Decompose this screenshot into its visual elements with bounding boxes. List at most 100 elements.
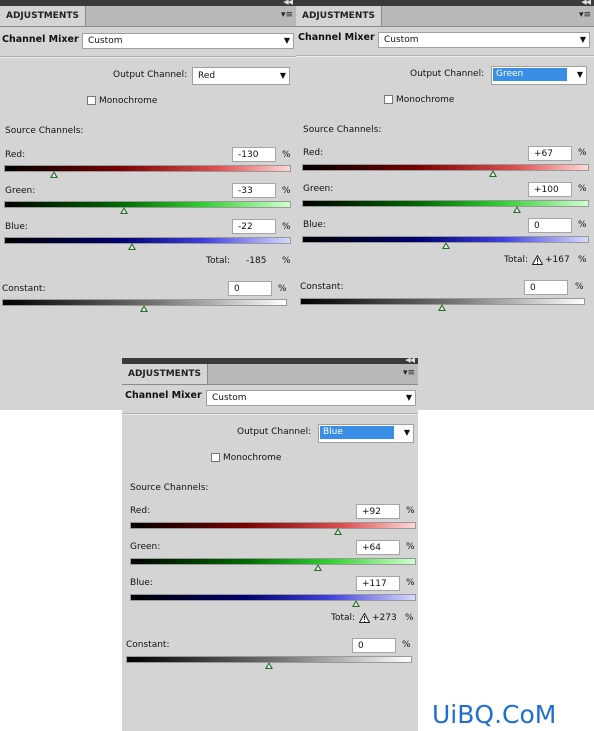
source-channels-label: Source Channels: <box>303 125 382 135</box>
red-value: +92 <box>362 507 381 517</box>
collapse-icon[interactable]: ◀◀ <box>581 0 591 6</box>
tab-adjustments[interactable]: ADJUSTMENTS <box>122 364 208 384</box>
green-value: +100 <box>534 185 559 195</box>
red-value-field[interactable]: +92 <box>356 504 400 519</box>
panel-top-strip: ◀◀ <box>296 0 594 6</box>
output-channel-select[interactable]: Red ▼ <box>192 67 290 85</box>
chevron-down-icon: ▼ <box>283 36 290 45</box>
green-slider-thumb[interactable] <box>314 564 322 571</box>
red-percent: % <box>282 150 291 160</box>
adjustments-panel-blue-output: ◀◀ ADJUSTMENTS ▾≡ Channel Mixer Custom ▼… <box>122 358 418 731</box>
panel-top-strip: ◀◀ <box>122 358 418 364</box>
total-label: Total: <box>331 613 356 623</box>
preset-label: Channel Mixer <box>2 34 79 45</box>
blue-value-field[interactable]: -22 <box>232 219 276 234</box>
green-value-field[interactable]: +100 <box>528 182 572 197</box>
blue-slider-thumb[interactable] <box>128 243 136 250</box>
green-value-field[interactable]: -33 <box>232 183 276 198</box>
constant-value: 0 <box>234 284 240 294</box>
red-percent: % <box>578 148 587 158</box>
constant-value-field[interactable]: 0 <box>524 280 568 295</box>
adjustments-panel-red-output: ◀◀ ADJUSTMENTS ▾≡ Channel Mixer Custom ▼… <box>0 0 296 410</box>
total-label: Total: <box>504 255 529 265</box>
preset-select-value: Custom <box>384 35 419 45</box>
monochrome-checkbox[interactable] <box>87 96 96 105</box>
monochrome-label: Monochrome <box>99 96 158 106</box>
green-slider-track[interactable] <box>130 558 416 565</box>
panel-menu-icon[interactable]: ▾≡ <box>578 10 591 20</box>
red-label: Red: <box>5 150 26 160</box>
preset-select[interactable]: Custom ▼ <box>206 390 416 406</box>
red-value-field[interactable]: -130 <box>232 147 276 162</box>
red-slider-thumb[interactable] <box>334 528 342 535</box>
tab-bar: ADJUSTMENTS ▾≡ <box>0 6 296 27</box>
green-slider-thumb[interactable] <box>120 207 128 214</box>
constant-slider-thumb[interactable] <box>140 305 148 312</box>
blue-value: +117 <box>362 579 387 589</box>
preset-select-value: Custom <box>88 36 123 46</box>
monochrome-checkbox[interactable] <box>211 453 220 462</box>
constant-label: Constant: <box>126 640 170 650</box>
constant-slider-thumb[interactable] <box>438 304 446 311</box>
blue-value-field[interactable]: +117 <box>356 576 400 591</box>
monochrome-checkbox[interactable] <box>384 95 393 104</box>
red-label: Red: <box>130 506 151 516</box>
chevron-down-icon: ▼ <box>279 71 286 80</box>
green-label: Green: <box>303 184 334 194</box>
red-value: -130 <box>238 150 259 160</box>
warning-icon <box>359 613 370 623</box>
blue-label: Blue: <box>303 220 326 230</box>
green-value: +64 <box>362 543 381 553</box>
blue-value: -22 <box>238 222 253 232</box>
preset-select[interactable]: Custom ▼ <box>82 33 294 49</box>
constant-value-field[interactable]: 0 <box>228 281 272 296</box>
red-slider-thumb[interactable] <box>50 171 58 178</box>
blue-value: 0 <box>534 221 540 231</box>
green-value-field[interactable]: +64 <box>356 540 400 555</box>
source-channels-label: Source Channels: <box>130 483 209 493</box>
constant-slider-thumb[interactable] <box>265 662 273 669</box>
panel-menu-icon[interactable]: ▾≡ <box>402 368 415 378</box>
constant-value-field[interactable]: 0 <box>352 638 396 653</box>
tab-adjustments[interactable]: ADJUSTMENTS <box>0 6 86 26</box>
output-channel-select[interactable]: Blue ▼ <box>318 424 414 443</box>
tab-adjustments[interactable]: ADJUSTMENTS <box>296 6 382 26</box>
green-value: -33 <box>238 186 253 196</box>
output-channel-select[interactable]: Green ▼ <box>491 66 587 85</box>
blue-label: Blue: <box>5 222 28 232</box>
blue-slider-thumb[interactable] <box>352 600 360 607</box>
source-channels-label: Source Channels: <box>5 126 84 136</box>
constant-label: Constant: <box>300 282 344 292</box>
divider <box>296 55 594 57</box>
blue-slider-track[interactable] <box>4 237 291 244</box>
blue-value-field[interactable]: 0 <box>528 218 572 233</box>
warning-icon <box>532 255 543 265</box>
red-slider-thumb[interactable] <box>489 170 497 177</box>
constant-percent: % <box>278 284 287 294</box>
total-value: +167 <box>545 255 570 265</box>
green-label: Green: <box>5 186 36 196</box>
output-channel-value: Blue <box>320 426 394 439</box>
preset-label: Channel Mixer <box>125 390 202 401</box>
red-slider-track[interactable] <box>130 522 416 529</box>
constant-value: 0 <box>530 283 536 293</box>
chevron-down-icon: ▼ <box>579 35 586 44</box>
total-value: -185 <box>246 256 267 266</box>
collapse-icon[interactable]: ◀◀ <box>405 358 415 364</box>
blue-slider-thumb[interactable] <box>442 242 450 249</box>
green-slider-thumb[interactable] <box>513 206 521 213</box>
divider <box>122 413 418 415</box>
monochrome-label: Monochrome <box>223 453 282 463</box>
red-slider-track[interactable] <box>302 164 589 171</box>
green-slider-track[interactable] <box>4 201 291 208</box>
blue-slider-track[interactable] <box>130 594 416 601</box>
green-slider-track[interactable] <box>302 200 589 207</box>
collapse-icon[interactable]: ◀◀ <box>283 0 293 6</box>
tab-bar: ADJUSTMENTS ▾≡ <box>296 6 594 27</box>
total-percent: % <box>282 256 291 266</box>
preset-select[interactable]: Custom ▼ <box>378 32 590 48</box>
panel-menu-icon[interactable]: ▾≡ <box>280 10 293 20</box>
red-slider-track[interactable] <box>4 165 291 172</box>
red-value-field[interactable]: +67 <box>528 146 572 161</box>
constant-percent: % <box>402 640 411 650</box>
